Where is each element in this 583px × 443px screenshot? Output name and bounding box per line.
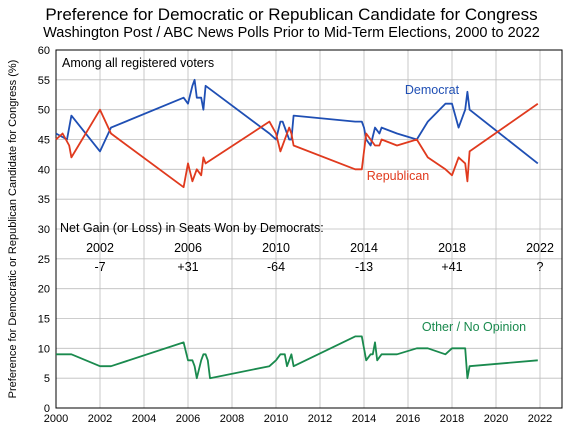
y-tick-label: 60: [38, 45, 50, 57]
seats-change: -13: [355, 260, 373, 274]
chart-subtitle: Washington Post / ABC News Polls Prior t…: [43, 25, 540, 41]
seats-year: 2022: [526, 241, 554, 255]
y-axis-label: Preference for Democratic or Republican …: [7, 60, 19, 399]
y-tick-label: 20: [38, 284, 50, 296]
x-tick-label: 2016: [396, 413, 420, 425]
series-label: Republican: [367, 169, 430, 183]
seats-year: 2002: [86, 241, 114, 255]
x-tick-label: 2004: [132, 413, 156, 425]
y-tick-label: 25: [38, 254, 50, 266]
x-tick-label: 2022: [528, 413, 552, 425]
seats-year: 2018: [438, 241, 466, 255]
y-tick-label: 0: [44, 403, 50, 415]
series-line-democrat: [55, 78, 539, 165]
series-label: Other / No Opinion: [422, 320, 526, 334]
seats-change: +41: [441, 260, 462, 274]
y-tick-label: 45: [38, 135, 50, 147]
seats-change: +31: [177, 260, 198, 274]
y-tick-label: 10: [38, 343, 50, 355]
seats-change: -64: [267, 260, 285, 274]
y-tick-label: 5: [44, 373, 50, 385]
x-tick-label: 2000: [44, 413, 68, 425]
series-label: Democrat: [405, 83, 460, 97]
seats-year: 2006: [174, 241, 202, 255]
x-tick-labels: 2000 2002 2004 2006 2008 2010 2012 2014 2016 2018…: [44, 413, 552, 425]
x-tick-label: 2012: [308, 413, 332, 425]
series-lines: [55, 78, 539, 380]
series-labels: Democrat Republican Other / No Opinion: [367, 83, 526, 334]
seats-change: -7: [94, 260, 105, 274]
x-tick-label: 2018: [440, 413, 464, 425]
x-tick-label: 2008: [220, 413, 244, 425]
y-tick-label: 35: [38, 194, 50, 206]
series-line-other-no-opinion: [56, 335, 538, 380]
plot-frame: [55, 49, 563, 409]
x-tick-label: 2014: [352, 413, 376, 425]
x-tick-label: 2002: [88, 413, 112, 425]
y-tick-label: 50: [38, 105, 50, 117]
seats-table: 2002 -7 2006 +31 2010 -64 2014 -13 2018 +41 2022?: [86, 241, 554, 274]
annotation-registered-voters: Among all registered voters: [62, 56, 214, 70]
seats-year: 2014: [350, 241, 378, 255]
seats-change: ?: [537, 260, 544, 274]
y-tick-labels: 0 5 10 15 20 25 30 35 40 45 50 55 60: [38, 45, 50, 415]
x-tick-label: 2006: [176, 413, 200, 425]
x-tick-label: 2010: [264, 413, 288, 425]
y-tick-label: 15: [38, 314, 50, 326]
y-tick-label: 40: [38, 164, 50, 176]
y-tick-label: 30: [38, 224, 50, 236]
series-line-republican: [55, 102, 539, 189]
chart-title: Preference for Democratic or Republican …: [45, 5, 538, 24]
y-tick-label: 55: [38, 75, 50, 87]
x-tick-label: 2020: [484, 413, 508, 425]
seats-heading: Net Gain (or Loss) in Seats Won by Democ…: [60, 221, 324, 235]
seats-year: 2010: [262, 241, 290, 255]
